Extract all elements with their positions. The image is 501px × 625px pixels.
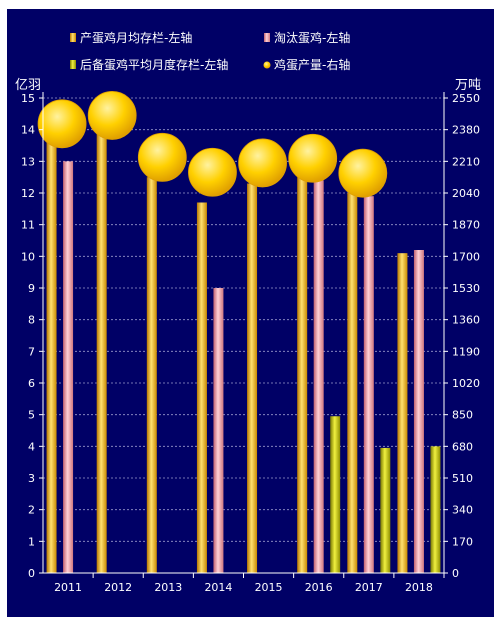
right-tick-label: 1020 bbox=[452, 377, 480, 390]
left-axis-unit: 亿羽 bbox=[15, 78, 41, 93]
left-tick-label: 12 bbox=[21, 187, 35, 200]
bar-culled-hens-2016 bbox=[313, 180, 324, 574]
left-tick-label: 8 bbox=[28, 314, 35, 327]
chart-svg: 0123456789101112131415017034051068085010… bbox=[15, 30, 481, 594]
right-tick-label: 1530 bbox=[452, 282, 480, 295]
axes: 0123456789101112131415017034051068085010… bbox=[15, 78, 481, 594]
bubble-egg-output-2016 bbox=[288, 133, 338, 183]
left-tick-label: 3 bbox=[28, 472, 35, 485]
left-tick-label: 5 bbox=[28, 409, 35, 422]
legend-label: 淘汰蛋鸡-左轴 bbox=[274, 30, 350, 45]
bar-layer-hens-2011 bbox=[46, 126, 57, 573]
bubble-egg-output-2012 bbox=[87, 91, 137, 140]
chart-area: 0 1 2 3 4 5 6 7 8 9 10 11 12 13 14 15 0 170 340 510 680 850 10… bbox=[7, 9, 494, 617]
bubble-egg-output-2011 bbox=[37, 99, 87, 149]
left-tick-label: 0 bbox=[28, 567, 35, 580]
right-tick-label: 2210 bbox=[452, 155, 480, 168]
left-tick-label: 15 bbox=[21, 92, 35, 105]
left-tick-label: 10 bbox=[21, 250, 35, 263]
right-tick-label: 510 bbox=[452, 472, 473, 485]
right-tick-label: 2550 bbox=[452, 92, 480, 105]
bar-layer-hens-2015 bbox=[247, 183, 258, 573]
bar-culled-hens-2018 bbox=[413, 250, 424, 573]
legend-label: 后备蛋鸡平均月度存栏-左轴 bbox=[80, 57, 228, 72]
bar-layer-hens-2017 bbox=[347, 193, 358, 573]
left-tick-label: 4 bbox=[28, 440, 35, 453]
x-tick-label: 2016 bbox=[305, 581, 333, 594]
bar-replacement-hens-2018 bbox=[430, 446, 441, 573]
bubble-egg-output-2017 bbox=[338, 148, 388, 198]
bars bbox=[46, 113, 441, 574]
bubbles bbox=[37, 91, 388, 198]
bar-culled-hens-2011 bbox=[63, 161, 74, 574]
legend-swatch-replacement-hens bbox=[70, 60, 76, 69]
bar-layer-hens-2016 bbox=[297, 177, 308, 573]
left-tick-label: 11 bbox=[21, 219, 35, 232]
left-tick-label: 9 bbox=[28, 282, 35, 295]
right-tick-label: 1870 bbox=[452, 219, 480, 232]
bar-layer-hens-2018 bbox=[397, 253, 408, 573]
right-tick-label: 0 bbox=[452, 567, 459, 580]
right-tick-label: 1190 bbox=[452, 345, 480, 358]
legend-swatch-culled-hens bbox=[264, 33, 270, 42]
bar-layer-hens-2012 bbox=[96, 113, 107, 573]
left-tick-label: 6 bbox=[28, 377, 35, 390]
right-axis-unit: 万吨 bbox=[455, 78, 481, 93]
x-tick-label: 2012 bbox=[104, 581, 132, 594]
x-tick-label: 2011 bbox=[54, 581, 82, 594]
left-tick-label: 1 bbox=[28, 535, 35, 548]
legend-label: 产蛋鸡月均存栏-左轴 bbox=[80, 30, 192, 45]
bar-replacement-hens-2017 bbox=[380, 447, 391, 573]
bubble-egg-output-2013 bbox=[137, 132, 187, 182]
right-tick-label: 1360 bbox=[452, 314, 480, 327]
bar-culled-hens-2014 bbox=[213, 288, 224, 573]
left-tick-label: 14 bbox=[21, 124, 35, 137]
bubble-egg-output-2014 bbox=[188, 147, 237, 197]
legend-swatch-layer-hens bbox=[70, 33, 76, 42]
right-tick-label: 170 bbox=[452, 535, 473, 548]
legend-label: 鸡蛋产量-右轴 bbox=[274, 57, 350, 72]
bar-replacement-hens-2016 bbox=[330, 416, 341, 573]
right-tick-label: 680 bbox=[452, 440, 473, 453]
bar-culled-hens-2017 bbox=[363, 196, 374, 573]
right-tick-label: 850 bbox=[452, 409, 473, 422]
right-tick-label: 1700 bbox=[452, 250, 480, 263]
bubble-egg-output-2015 bbox=[238, 138, 287, 188]
legend-swatch-egg-output bbox=[263, 61, 271, 69]
x-tick-label: 2015 bbox=[255, 581, 283, 594]
bar-layer-hens-2014 bbox=[196, 202, 207, 573]
x-tick-label: 2017 bbox=[355, 581, 383, 594]
right-tick-label: 2380 bbox=[452, 124, 480, 137]
left-tick-label: 13 bbox=[21, 155, 35, 168]
left-tick-label: 2 bbox=[28, 504, 35, 517]
right-tick-label: 2040 bbox=[452, 187, 480, 200]
x-tick-label: 2013 bbox=[154, 581, 182, 594]
x-tick-label: 2014 bbox=[204, 581, 232, 594]
right-tick-label: 340 bbox=[452, 504, 473, 517]
x-tick-label: 2018 bbox=[405, 581, 433, 594]
bar-layer-hens-2013 bbox=[146, 177, 157, 573]
left-tick-label: 7 bbox=[28, 345, 35, 358]
